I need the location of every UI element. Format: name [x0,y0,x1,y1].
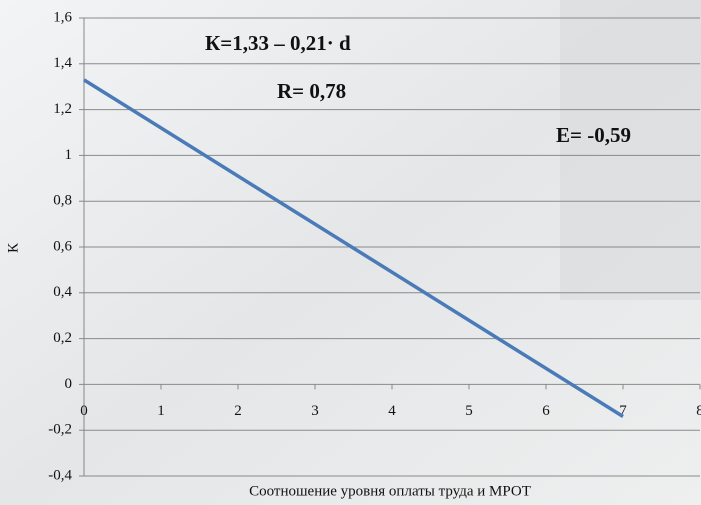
x-tick-label: 3 [311,403,319,419]
background-shade [560,0,701,300]
x-tick-label: 8 [696,403,701,419]
x-tick-label: 4 [388,403,396,419]
y-tick-label: 1,2 [53,101,72,117]
y-tick-label: 1,6 [53,9,72,25]
x-tick-label: 2 [234,403,242,419]
x-axis-title: Соотношение уровня оплаты труда и МРОТ [249,483,531,499]
y-tick-label: -0,4 [48,467,72,483]
y-tick-label: 0 [65,376,73,392]
x-tick-label: 0 [80,403,88,419]
y-tick-label: 0,8 [53,193,72,209]
y-tick-label: 0,4 [53,284,72,300]
y-tick-label: 0,2 [53,330,72,346]
line-series [83,78,624,418]
x-tick-label: 5 [465,403,473,419]
annotation: R= 0,78 [277,79,346,103]
x-tick-label: 1 [157,403,165,419]
y-tick-label: 1,4 [53,55,72,71]
y-tick-label: 1 [65,147,73,163]
y-axis-title: К [5,242,21,253]
x-tick-label: 7 [619,403,627,419]
x-tick-label: 6 [542,403,550,419]
annotation: E= -0,59 [556,123,631,147]
annotation: К=1,33 – 0,21· d [205,31,351,55]
y-tick-label: -0,2 [48,422,72,438]
y-tick-label: 0,6 [53,238,72,254]
